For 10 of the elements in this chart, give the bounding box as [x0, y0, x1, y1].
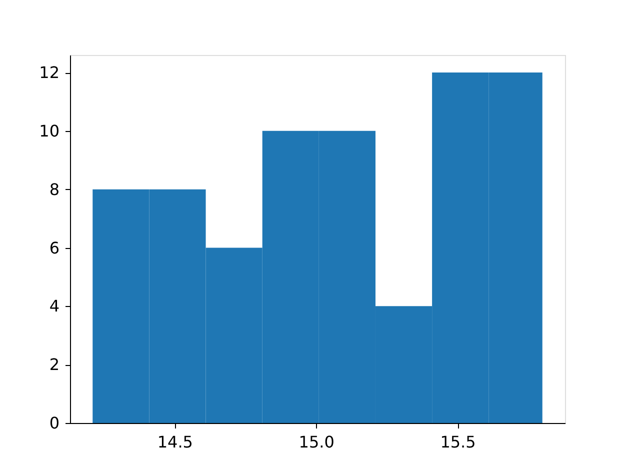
y-tick-label: 8 [49, 180, 60, 199]
x-tick-label: 15.0 [298, 432, 334, 452]
x-tick-label: 15.5 [440, 432, 476, 452]
y-tick-label: 12 [39, 63, 60, 82]
y-tick-label: 10 [39, 121, 60, 140]
y-tick-label: 2 [49, 355, 60, 374]
y-tick-label: 0 [49, 414, 60, 432]
y-tick-label: 4 [49, 296, 60, 316]
x-tick-label: 14.5 [157, 432, 193, 452]
y-tick-label: 6 [49, 238, 60, 258]
